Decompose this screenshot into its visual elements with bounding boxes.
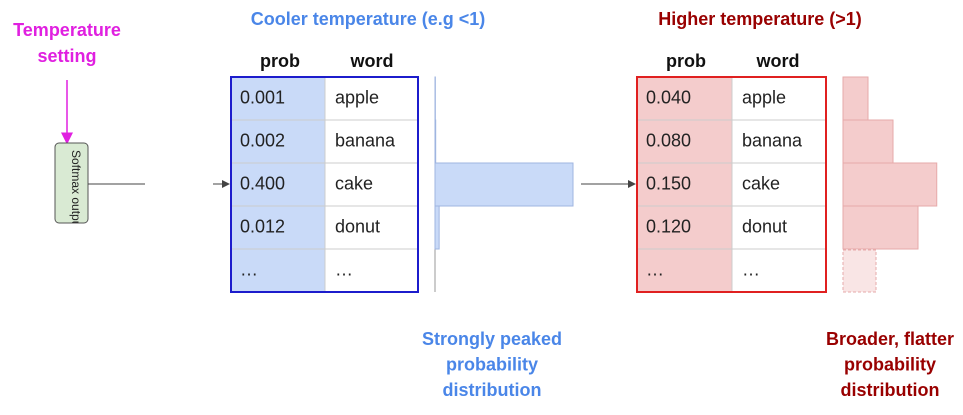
caption-line: Broader, flatter [826, 329, 954, 349]
prob-bar [842, 76, 869, 121]
prob-bar [434, 205, 440, 250]
table-border [230, 76, 419, 293]
caption-line: distribution [841, 380, 940, 400]
word-cell: apple [742, 87, 786, 107]
word-cell: donut [742, 216, 787, 236]
faded-bar [842, 249, 877, 293]
prob-cell: 0.002 [240, 130, 285, 150]
word-cell: banana [335, 130, 396, 150]
word-cell: cake [335, 173, 373, 193]
word-cell: donut [335, 216, 380, 236]
prob-cell: 0.001 [240, 87, 285, 107]
caption-line: distribution [443, 380, 542, 400]
word-cell: apple [335, 87, 379, 107]
prob-cell: 0.150 [646, 173, 691, 193]
prob-cell: 0.120 [646, 216, 691, 236]
prob-bar [842, 119, 894, 164]
column-header: word [756, 51, 800, 71]
caption-line: probability [844, 354, 936, 374]
table-border [636, 76, 827, 293]
prob-cell: 0.012 [240, 216, 285, 236]
prob-bar [434, 162, 574, 207]
word-cell: cake [742, 173, 780, 193]
prob-cell: … [240, 259, 258, 279]
prob-column [637, 77, 732, 292]
word-cell: banana [742, 130, 803, 150]
prob-cell: 0.040 [646, 87, 691, 107]
prob-cell: … [646, 259, 664, 279]
column-header: prob [260, 51, 300, 71]
column-header: word [350, 51, 394, 71]
prob-column [231, 77, 325, 292]
word-cell: … [335, 259, 353, 279]
softmax-box [54, 142, 89, 224]
prob-cell: 0.400 [240, 173, 285, 193]
softmax-clip: Softmax output [69, 150, 83, 231]
caption-line: probability [446, 354, 538, 374]
word-cell: … [742, 259, 760, 279]
section-title: Higher temperature (>1) [658, 9, 862, 29]
caption-line: Strongly peaked [422, 329, 562, 349]
prob-bar [434, 119, 437, 164]
section-title: Cooler temperature (e.g <1) [251, 9, 486, 29]
prob-cell: 0.080 [646, 130, 691, 150]
softmax-label: Softmax output [69, 150, 83, 231]
prob-bar [842, 205, 919, 250]
annotation-line: Temperature [13, 20, 121, 40]
prob-bar [842, 162, 938, 207]
column-header: prob [666, 51, 706, 71]
annotation-line: setting [37, 46, 96, 66]
